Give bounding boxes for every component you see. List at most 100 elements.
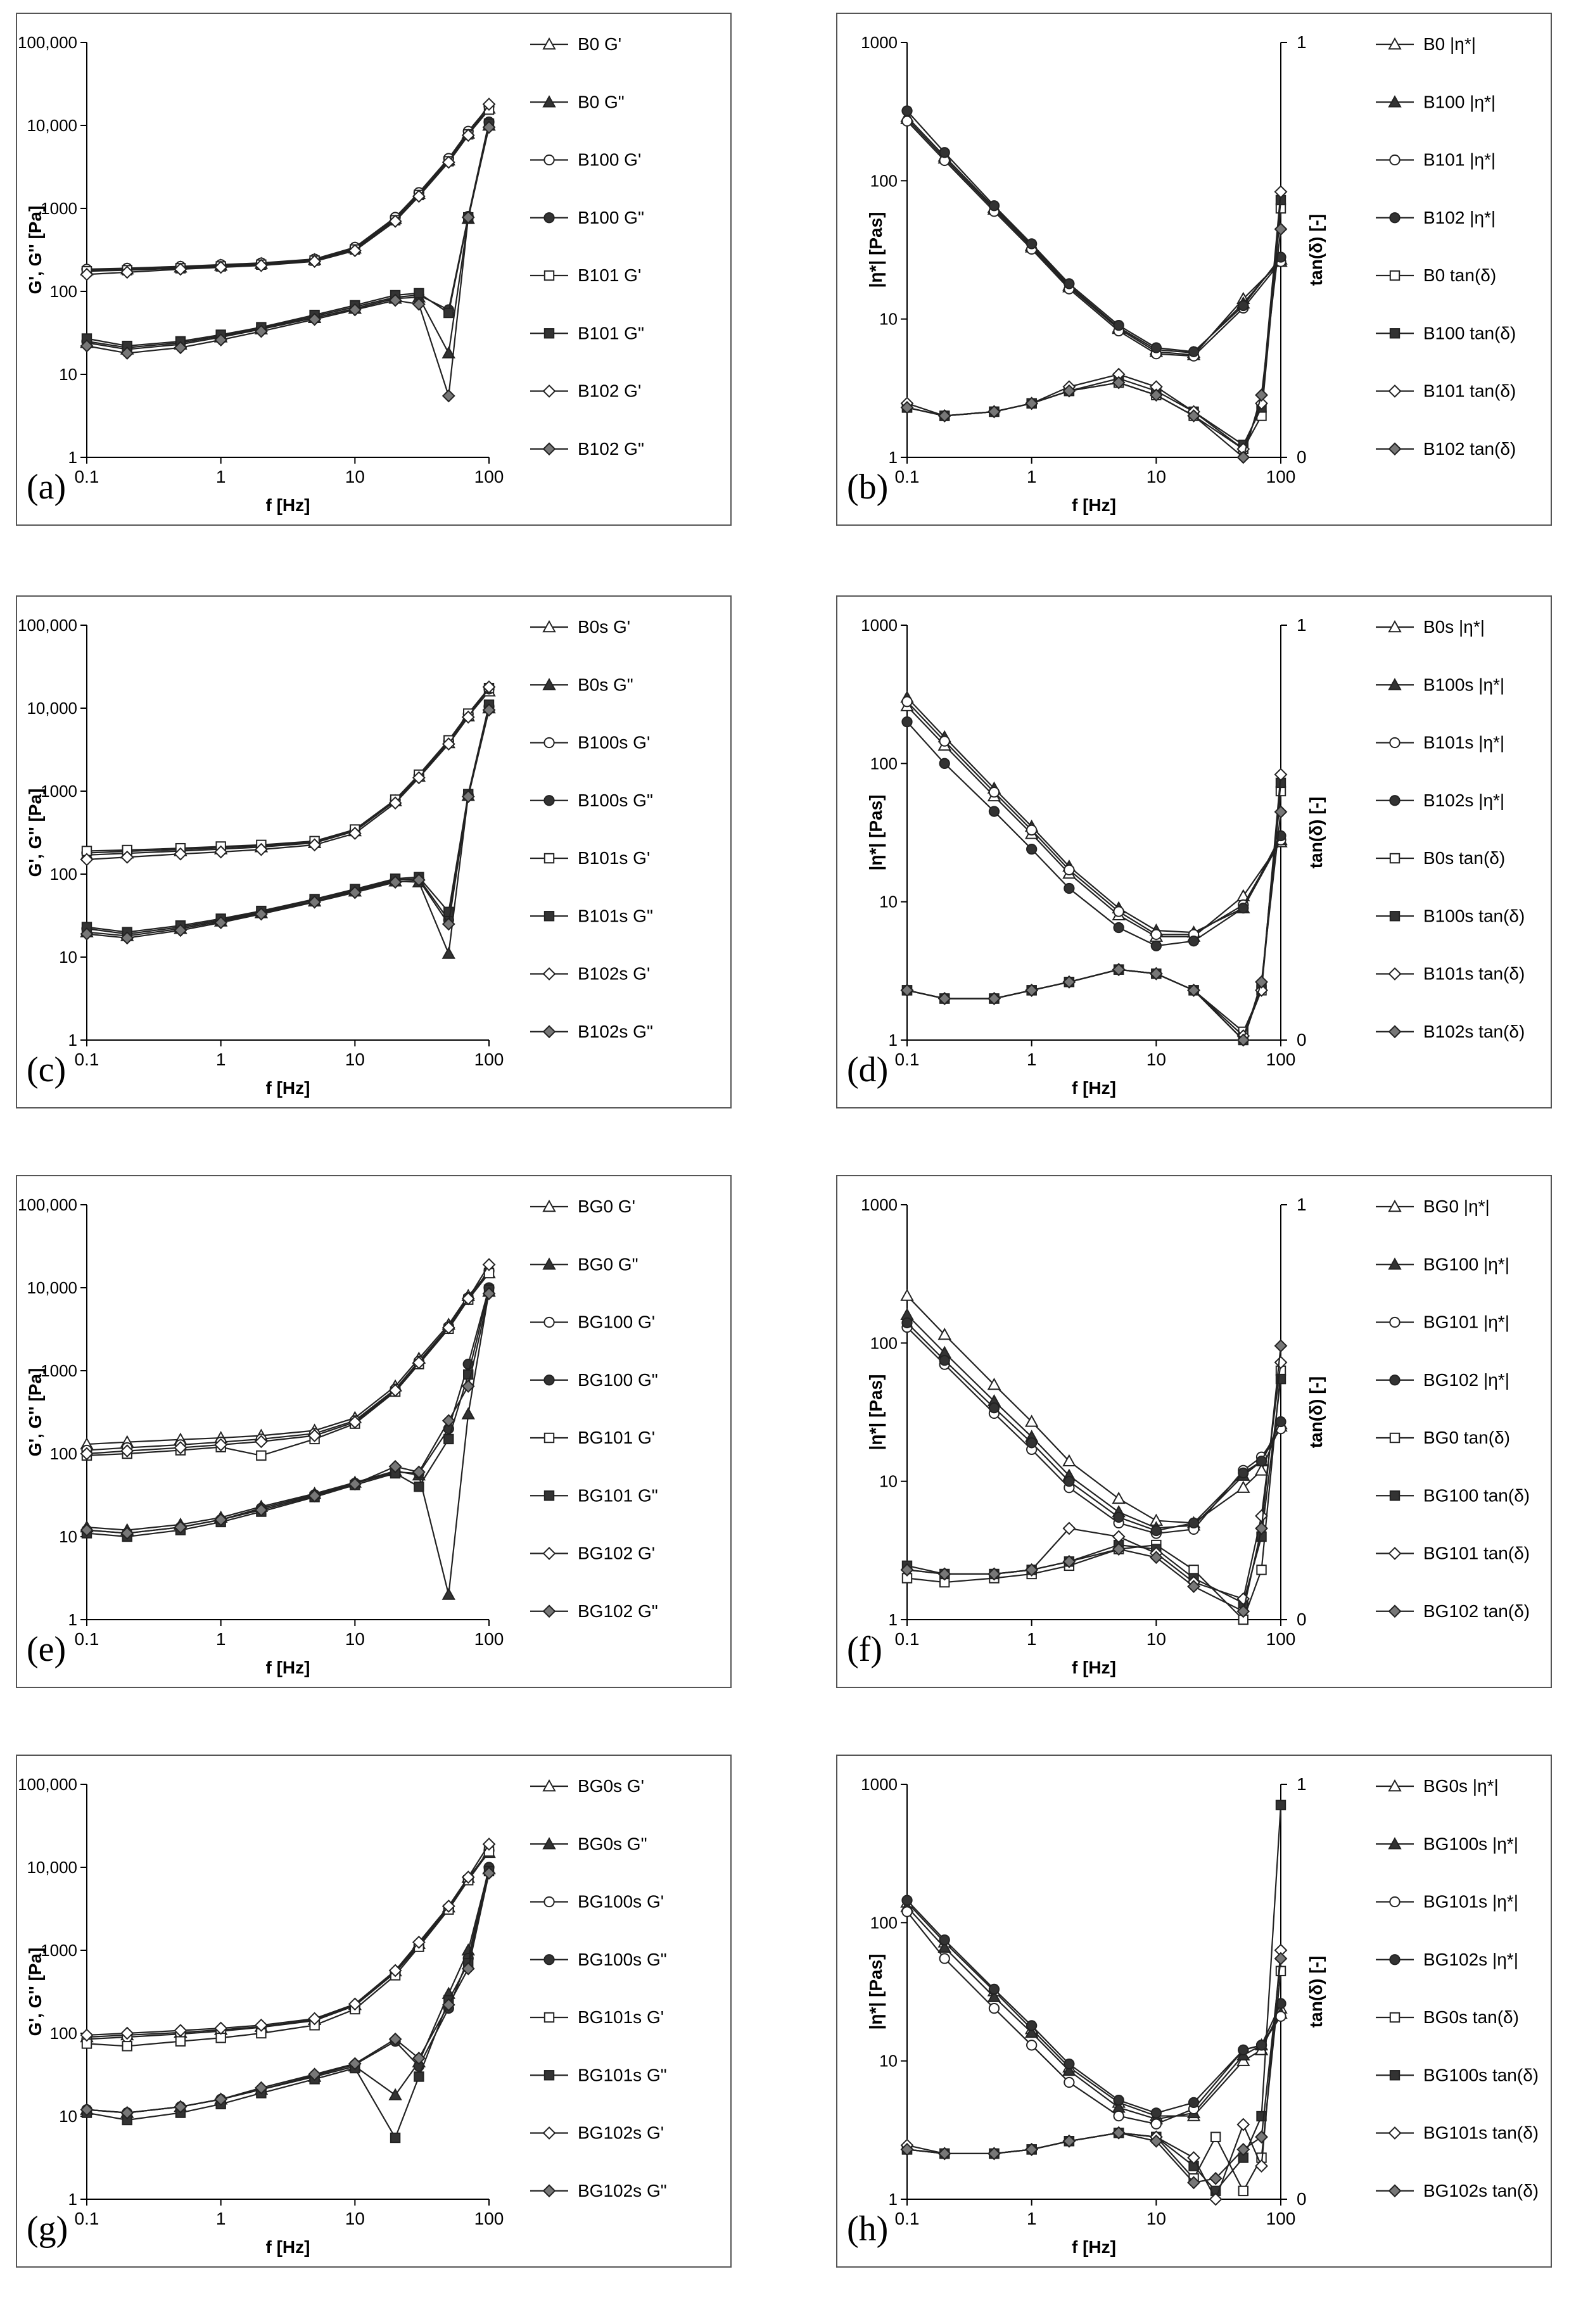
legend-entry: BG0 tan(δ) (1376, 1428, 1510, 1447)
data-point (1236, 2142, 1250, 2156)
series (901, 1321, 1286, 1539)
data-point (214, 1513, 228, 1527)
data-point (461, 710, 475, 724)
y-axis-label: |η*| [Pas] (866, 1375, 886, 1451)
legend-marker (1389, 795, 1401, 806)
panel-label: (f) (847, 1630, 882, 1669)
data-point (482, 1286, 496, 1300)
legend-marker (1388, 2126, 1402, 2140)
legend-marker (1388, 384, 1402, 398)
legend-marker (542, 1837, 556, 1850)
data-point (901, 716, 913, 728)
legend-entry: B102 tan(δ) (1376, 439, 1516, 459)
y-tick-label: 1 (68, 2190, 77, 2209)
x-tick-label: 10 (1147, 1050, 1166, 1069)
data-point (254, 258, 268, 272)
legend-marker (542, 1257, 556, 1270)
data-point (901, 1895, 913, 1906)
panel-label: (c) (27, 1050, 67, 1089)
data-point (1187, 2151, 1200, 2164)
series-line (86, 1852, 490, 2038)
data-point (1062, 2134, 1076, 2148)
series (900, 222, 1288, 464)
data-point (214, 1438, 228, 1452)
legend-label: BG100 tan(δ) (1423, 1485, 1530, 1505)
data-point (80, 267, 94, 281)
data-point (1255, 1509, 1268, 1523)
data-point (348, 1415, 362, 1429)
series (81, 701, 495, 940)
legend-marker (542, 384, 556, 398)
legend-marker (543, 212, 555, 224)
y-tick-label: 100 (870, 1333, 898, 1352)
data-point (348, 1997, 362, 2011)
series (80, 120, 496, 403)
chart-panel: (b) 0.1 1 10 100 1 10 100 1000 0 1 f [Hz] |η*| [Pas]… (836, 13, 1552, 526)
data-point (988, 2147, 1001, 2161)
legend-label: B102s |η*| (1423, 791, 1504, 810)
legend-marker (1388, 967, 1402, 981)
data-point (348, 886, 362, 899)
x-tick-label: 0.1 (75, 1050, 99, 1069)
data-point (988, 1567, 1001, 1581)
legend-label: BG0s |η*| (1423, 1776, 1499, 1796)
series-line (906, 110, 1281, 353)
data-point (254, 2018, 268, 2032)
series (80, 1845, 496, 2043)
series (81, 1267, 495, 1461)
legend-marker (543, 737, 555, 749)
legend-entry: B100 |η*| (1376, 92, 1496, 111)
legend-entry: B102 G' (530, 381, 641, 401)
legend-entry: BG0 |η*| (1376, 1197, 1490, 1216)
legend-entry: B102 G" (530, 439, 644, 459)
legend-entry: B101s tan(δ) (1376, 964, 1525, 984)
y-tick-label: 10,000 (27, 699, 77, 718)
legend-marker (1389, 2070, 1401, 2081)
y-tick-label: 10 (879, 1472, 898, 1491)
data-point (388, 796, 402, 810)
data-point (414, 1481, 424, 1492)
legend-entry: BG0s G' (530, 1776, 644, 1796)
data-point (388, 2032, 402, 2046)
y-axis-label: |η*| [Pas] (866, 212, 886, 288)
series-line (906, 1295, 1282, 1524)
data-point (1062, 2064, 1076, 2076)
data-point (1188, 2097, 1200, 2109)
data-point (443, 906, 454, 917)
series-line (906, 705, 1281, 937)
data-point (308, 1489, 322, 1503)
legend-entry: B101s G' (530, 848, 650, 868)
data-point (308, 895, 322, 909)
legend-marker (543, 1432, 555, 1444)
data-point (901, 696, 913, 708)
series-line (86, 1293, 490, 1534)
y-tick-label: 1 (68, 1610, 77, 1629)
legend-label: BG0 G' (578, 1197, 635, 1216)
legend-label: BG0s G" (578, 1834, 647, 1853)
legend-entry: BG101 |η*| (1376, 1312, 1509, 1332)
x-tick-label: 100 (474, 1050, 504, 1069)
y-tick-label: 10,000 (27, 1858, 77, 1877)
legend-label: B102s G' (578, 964, 650, 984)
data-point (461, 1870, 475, 1884)
data-point (441, 155, 455, 169)
legend-marker (1388, 1837, 1402, 1850)
data-point (1254, 1463, 1269, 1476)
y-tick-label: 100,000 (18, 33, 77, 52)
y-tick-label: 10 (59, 948, 77, 967)
series-line (86, 1287, 490, 1534)
series (901, 203, 1286, 455)
legend-entry: B0 G' (530, 34, 621, 54)
data-point (214, 2092, 228, 2106)
data-point (80, 2103, 94, 2117)
x-tick-label: 10 (1147, 2209, 1166, 2228)
data-point (1062, 384, 1076, 398)
series (80, 1838, 496, 2042)
x-tick-label: 1 (1027, 467, 1037, 486)
legend-marker (542, 1604, 556, 1618)
legend-marker (542, 2126, 556, 2140)
data-point (1236, 2118, 1250, 2131)
legend-marker (1388, 1199, 1402, 1212)
data-point (120, 931, 134, 945)
